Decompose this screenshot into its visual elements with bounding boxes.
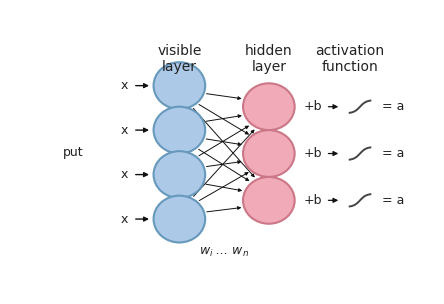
Text: +b: +b <box>303 100 322 113</box>
Text: put: put <box>62 146 83 159</box>
Ellipse shape <box>243 130 295 177</box>
Text: x: x <box>121 212 128 226</box>
Text: +b: +b <box>303 147 322 160</box>
Text: = a: = a <box>382 147 405 160</box>
Text: activation
function: activation function <box>315 43 384 74</box>
Text: $w_i$ ... $w_n$: $w_i$ ... $w_n$ <box>199 246 249 259</box>
Text: +b: +b <box>303 194 322 207</box>
Ellipse shape <box>154 151 205 198</box>
Text: hidden
layer: hidden layer <box>245 43 293 74</box>
Text: x: x <box>121 79 128 92</box>
Ellipse shape <box>243 177 295 224</box>
Ellipse shape <box>154 62 205 109</box>
Text: x: x <box>121 124 128 136</box>
Text: visible
layer: visible layer <box>157 43 202 74</box>
Text: = a: = a <box>382 100 405 113</box>
Text: x: x <box>121 168 128 181</box>
Ellipse shape <box>154 196 205 243</box>
Ellipse shape <box>154 107 205 154</box>
Text: = a: = a <box>382 194 405 207</box>
Ellipse shape <box>243 83 295 130</box>
